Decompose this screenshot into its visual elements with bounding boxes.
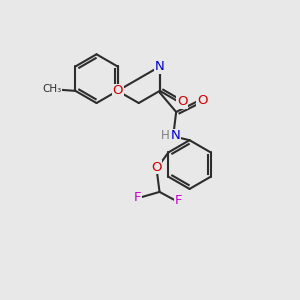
Text: O: O: [112, 84, 123, 98]
Text: F: F: [134, 191, 141, 204]
Text: H: H: [160, 129, 169, 142]
Text: O: O: [197, 94, 208, 106]
Text: F: F: [175, 194, 183, 207]
Text: O: O: [151, 161, 162, 174]
Text: N: N: [155, 60, 165, 73]
Text: N: N: [171, 129, 180, 142]
Text: CH₃: CH₃: [42, 84, 61, 94]
Text: O: O: [177, 95, 188, 109]
